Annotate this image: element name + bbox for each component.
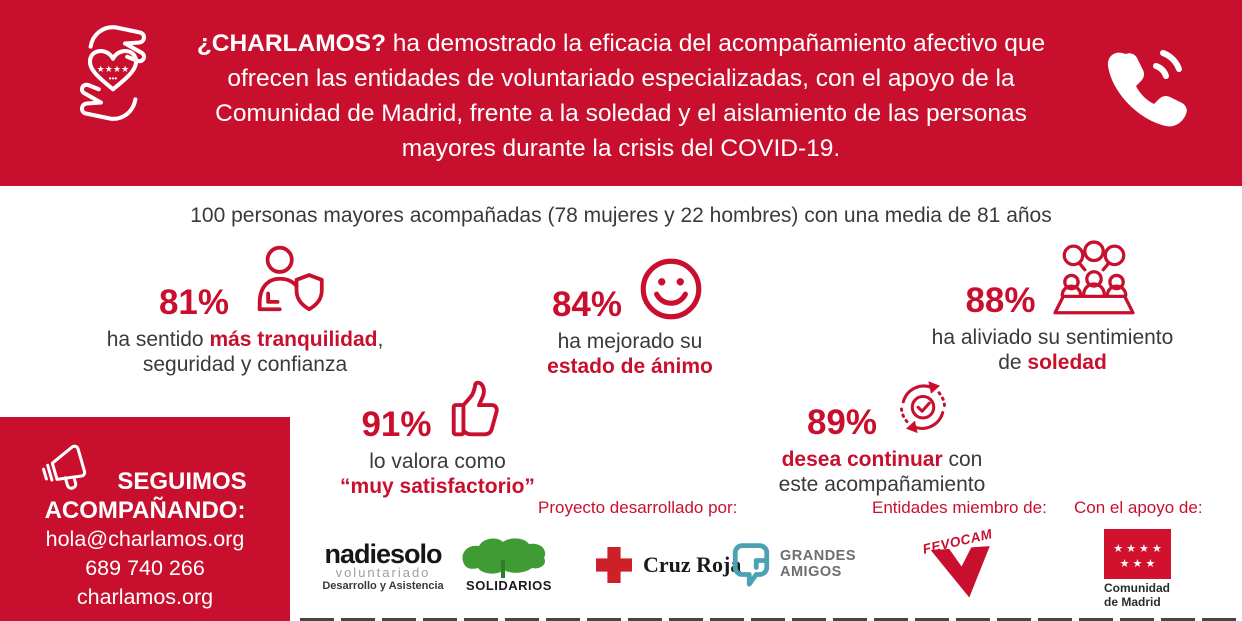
stat-line: de soledad (900, 350, 1205, 375)
solidarios-tree-icon (455, 536, 563, 578)
stat-text: ha mejorado su (557, 330, 703, 353)
support-label: Con el apoyo de: (1074, 498, 1203, 517)
people-meeting-icon (1048, 240, 1140, 322)
svg-text:•••: ••• (109, 74, 118, 83)
logo-grandes-amigos: GRANDES AMIGOS (730, 540, 856, 588)
madrid-name-line2: de Madrid (1104, 594, 1161, 609)
logo-nadiesolo: nadiesolo voluntariado Desarrollo y Asis… (316, 539, 450, 593)
grandes-amigos-bubble-icon (730, 540, 772, 588)
stat-text-highlight: “muy satisfactorio” (340, 475, 535, 498)
logo-solidarios: SOLIDARIOS (455, 536, 563, 593)
contact-heading-line2: ACOMPAÑANDO: (44, 497, 246, 524)
stat-text: de (998, 351, 1028, 374)
thumbs-up-icon (444, 372, 514, 446)
top-banner: ★★★★ ••• ¿CHARLAMOS? ha demostrado la ef… (0, 0, 1242, 186)
nadiesolo-subtitle: voluntariado (335, 565, 431, 580)
stat-line: ha aliviado su sentimiento (900, 325, 1205, 350)
stat-block-91: 91% lo valora como “muy satisfactorio” (315, 368, 560, 499)
stat-block-88: 88% ha aliviado su sentimie (900, 240, 1205, 375)
solidarios-name: SOLIDARIOS (466, 578, 552, 593)
madrid-flag-icon: ★ ★ ★ ★ ★ ★ ★ (1104, 529, 1176, 579)
stat-text: ha aliviado su sentimiento (931, 326, 1174, 349)
stat-text: con (942, 448, 983, 471)
logo-comunidad-madrid: ★ ★ ★ ★ ★ ★ ★ Comunidad de Madrid (1104, 529, 1176, 609)
svg-text:★★★★: ★★★★ (97, 64, 130, 74)
stat-percentage: 84% (551, 285, 623, 324)
madrid-name-line1: Comunidad (1104, 581, 1170, 595)
contact-box: SEGUIMOS ACOMPAÑANDO: hola@charlamos.org… (0, 417, 290, 621)
contact-website[interactable]: charlamos.org (76, 585, 214, 609)
stat-percentage: 88% (965, 281, 1036, 320)
bottom-divider (300, 618, 1242, 621)
cruz-roja-cross-icon (594, 545, 634, 585)
stat-text-highlight: estado de ánimo (547, 355, 713, 378)
hands-holding-heart-icon: ★★★★ ••• (52, 12, 174, 139)
subtitle: 100 personas mayores acompañadas (78 muj… (190, 204, 1052, 227)
fevocam-v-icon (930, 545, 993, 600)
stat-text-highlight: soledad (1027, 351, 1107, 374)
svg-text:★ ★ ★ ★: ★ ★ ★ ★ (1113, 543, 1162, 555)
grandes-amigos-name-line2: AMIGOS (780, 564, 842, 580)
nadiesolo-tagline: Desarrollo y Asistencia (322, 580, 444, 592)
phone-icon (1096, 38, 1192, 139)
smiley-face-icon (634, 252, 708, 326)
stat-percentage: 91% (361, 405, 432, 444)
stat-text-highlight: más tranquilidad (209, 328, 378, 351)
person-shield-icon (241, 244, 331, 324)
grandes-amigos-name-line1: GRANDES (780, 548, 857, 564)
contact-phone: 689 740 266 (85, 556, 205, 580)
continue-cycle-icon (889, 374, 957, 444)
contact-heading-line1: SEGUIMOS (117, 468, 247, 495)
stat-text: seguridad y confianza (142, 353, 348, 376)
stat-block-89: 89% desea continuar con este acompañamie… (757, 366, 1007, 497)
stat-line: estado de ánimo (500, 354, 760, 379)
stat-text: , (377, 328, 384, 351)
stat-percentage: 81% (158, 283, 230, 322)
banner-message: ha demostrado la eficacia del acompañami… (215, 30, 1046, 162)
stat-line: ha sentido más tranquilidad, (95, 327, 395, 352)
developed-by-label: Proyecto desarrollado por: (538, 498, 738, 517)
stat-text: este acompañamiento (778, 473, 986, 496)
stat-line: desea continuar con (757, 447, 1007, 472)
cruz-roja-name: Cruz Roja (643, 552, 742, 577)
banner-text: ¿CHARLAMOS? ha demostrado la eficacia de… (186, 26, 1056, 166)
stat-block-81: 81% ha sentido más tranquilidad, segurid… (95, 244, 395, 377)
member-of-label: Entidades miembro de: (872, 498, 1047, 517)
stat-percentage: 89% (806, 403, 878, 442)
stat-block-84: 84% ha mejorado su estado de ánimo (500, 248, 760, 379)
stat-line: ha mejorado su (500, 329, 760, 354)
brand-name: ¿CHARLAMOS? (196, 30, 386, 57)
logo-cruz-roja: Cruz Roja (594, 545, 741, 585)
svg-text:★ ★ ★: ★ ★ ★ (1120, 558, 1156, 570)
stat-line: lo valora como (315, 449, 560, 474)
contact-email[interactable]: hola@charlamos.org (45, 527, 245, 551)
stat-text-highlight: desea continuar (781, 448, 943, 471)
stat-line: “muy satisfactorio” (315, 474, 560, 499)
stat-line: este acompañamiento (757, 472, 1007, 497)
stat-text: ha sentido (106, 328, 210, 351)
stat-text: lo valora como (369, 450, 506, 473)
nadiesolo-name: nadiesolo (324, 539, 442, 569)
stat-line: seguridad y confianza (95, 352, 395, 377)
megaphone-icon (34, 437, 98, 504)
logo-fevocam: FEVOCAM (920, 526, 1004, 602)
